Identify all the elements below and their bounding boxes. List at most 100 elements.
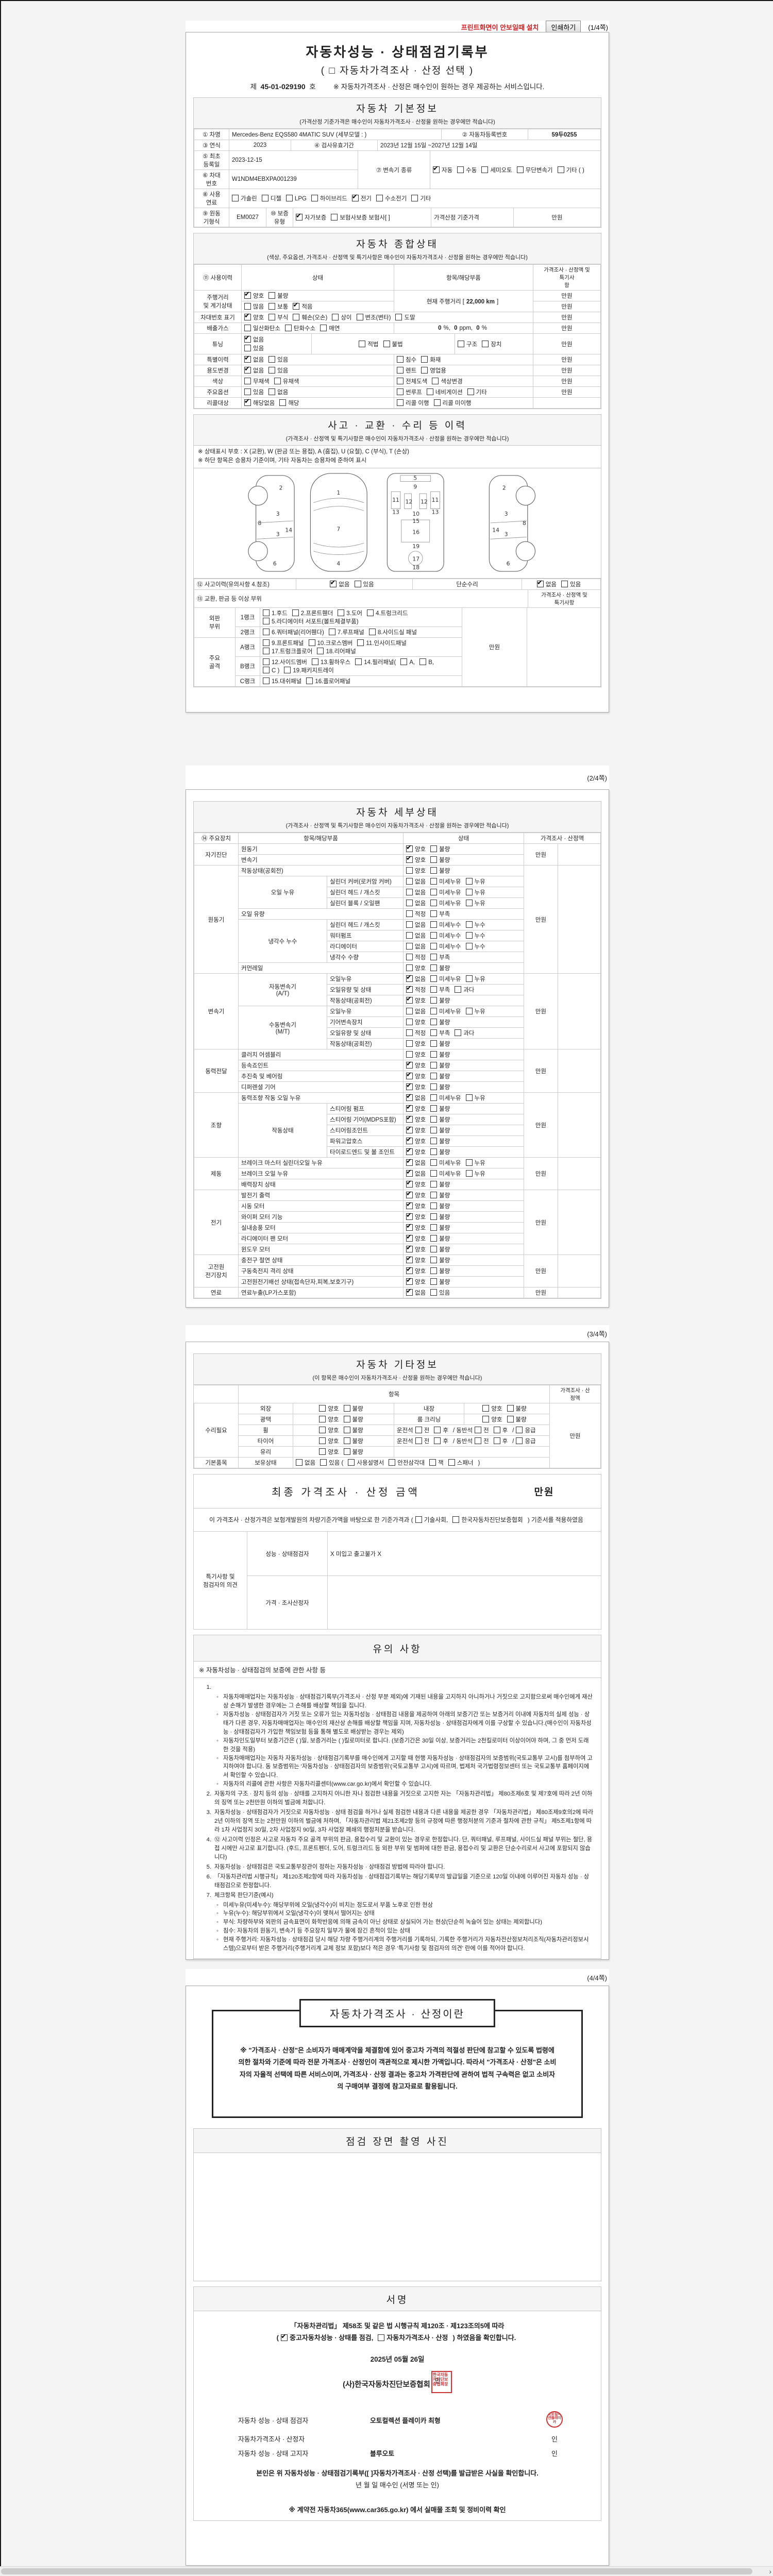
checkbox[interactable] [430, 1192, 438, 1198]
checkbox[interactable] [406, 995, 413, 1004]
checkbox[interactable] [406, 1233, 413, 1242]
checkbox[interactable] [406, 1071, 413, 1079]
checkbox[interactable] [430, 1289, 438, 1296]
checkbox[interactable] [421, 356, 428, 363]
checkbox[interactable] [430, 1213, 438, 1220]
checkbox[interactable] [244, 334, 251, 343]
checkbox[interactable] [430, 1105, 438, 1112]
checkbox[interactable] [516, 1437, 523, 1444]
checkbox[interactable] [406, 1255, 413, 1263]
checkbox[interactable] [434, 1437, 441, 1444]
checkbox[interactable] [430, 943, 438, 950]
checkbox[interactable] [376, 195, 383, 201]
checkbox[interactable] [430, 1267, 438, 1274]
checkbox[interactable] [482, 1405, 490, 1412]
checkbox[interactable] [296, 1459, 303, 1466]
checkbox[interactable] [406, 973, 413, 982]
checkbox[interactable] [268, 303, 276, 310]
checkbox[interactable] [406, 1168, 413, 1177]
checkbox[interactable] [419, 658, 427, 665]
checkbox[interactable] [406, 954, 413, 960]
checkbox[interactable] [430, 932, 438, 939]
checkbox[interactable] [465, 921, 473, 928]
checkbox[interactable] [263, 639, 270, 646]
checkbox[interactable] [279, 399, 287, 406]
checkbox[interactable] [406, 867, 413, 874]
checkbox[interactable] [536, 579, 544, 587]
checkbox[interactable] [430, 1116, 438, 1123]
checkbox[interactable] [343, 1416, 350, 1422]
print-install-link[interactable]: 프린트화면이 안보일때 설치 [461, 23, 539, 31]
checkbox[interactable] [244, 378, 251, 384]
checkbox[interactable] [465, 932, 473, 939]
checkbox[interactable] [406, 1265, 413, 1274]
checkbox[interactable] [319, 1437, 326, 1444]
checkbox[interactable] [263, 628, 270, 635]
checkbox[interactable] [308, 639, 315, 646]
checkbox[interactable] [293, 301, 300, 310]
checkbox[interactable] [320, 1459, 327, 1466]
checkbox[interactable] [561, 580, 568, 587]
checkbox[interactable] [430, 1278, 438, 1285]
checkbox[interactable] [348, 1459, 355, 1466]
checkbox[interactable] [306, 677, 313, 684]
checkbox[interactable] [244, 388, 251, 395]
checkbox[interactable] [430, 1138, 438, 1144]
checkbox[interactable] [516, 1427, 523, 1433]
checkbox[interactable] [482, 1416, 490, 1422]
checkbox[interactable] [319, 1416, 326, 1422]
checkbox[interactable] [338, 609, 345, 616]
checkbox[interactable] [397, 356, 404, 363]
checkbox[interactable] [406, 1029, 413, 1036]
checkbox[interactable] [429, 1459, 436, 1466]
checkbox[interactable] [430, 1040, 438, 1047]
checkbox[interactable] [397, 378, 404, 384]
checkbox[interactable] [430, 1019, 438, 1025]
checkbox[interactable] [430, 921, 438, 928]
checkbox[interactable] [465, 943, 473, 950]
checkbox[interactable] [406, 1287, 413, 1296]
checkbox[interactable] [557, 166, 564, 173]
checkbox[interactable] [465, 975, 473, 982]
checkbox[interactable] [354, 580, 361, 587]
checkbox[interactable] [263, 647, 270, 654]
checkbox[interactable] [430, 845, 438, 852]
checkbox[interactable] [421, 367, 428, 374]
checkbox[interactable] [452, 1516, 460, 1523]
checkbox[interactable] [465, 878, 473, 885]
checkbox[interactable] [465, 1159, 473, 1166]
checkbox[interactable] [430, 1062, 438, 1069]
checkbox[interactable] [261, 195, 268, 201]
checkbox[interactable] [465, 1094, 473, 1101]
checkbox[interactable] [430, 1148, 438, 1155]
checkbox[interactable] [430, 964, 438, 971]
checkbox[interactable] [406, 964, 413, 971]
checkbox[interactable] [406, 1157, 413, 1166]
checkbox[interactable] [268, 314, 276, 320]
checkbox[interactable] [430, 1246, 438, 1252]
checkbox[interactable] [383, 340, 390, 347]
checkbox[interactable] [482, 340, 489, 347]
checkbox[interactable] [359, 340, 366, 347]
checkbox[interactable] [465, 900, 473, 906]
checkbox[interactable] [455, 986, 462, 993]
checkbox[interactable] [507, 1416, 514, 1422]
checkbox[interactable] [406, 1019, 413, 1025]
checkbox[interactable] [328, 628, 335, 635]
checkbox[interactable] [430, 1051, 438, 1058]
checkbox[interactable] [406, 910, 413, 917]
checkbox[interactable] [430, 1094, 438, 1101]
checkbox[interactable] [430, 867, 438, 874]
checkbox[interactable] [263, 666, 270, 673]
checkbox[interactable] [430, 889, 438, 895]
checkbox[interactable] [481, 166, 489, 173]
checkbox[interactable] [430, 1008, 438, 1014]
checkbox[interactable] [430, 910, 438, 917]
checkbox[interactable] [406, 900, 413, 906]
checkbox[interactable] [465, 1170, 473, 1177]
checkbox[interactable] [378, 2334, 385, 2341]
checkbox[interactable] [406, 1146, 413, 1155]
checkbox[interactable] [430, 954, 438, 960]
checkbox[interactable] [465, 889, 473, 895]
checkbox[interactable] [406, 932, 413, 939]
